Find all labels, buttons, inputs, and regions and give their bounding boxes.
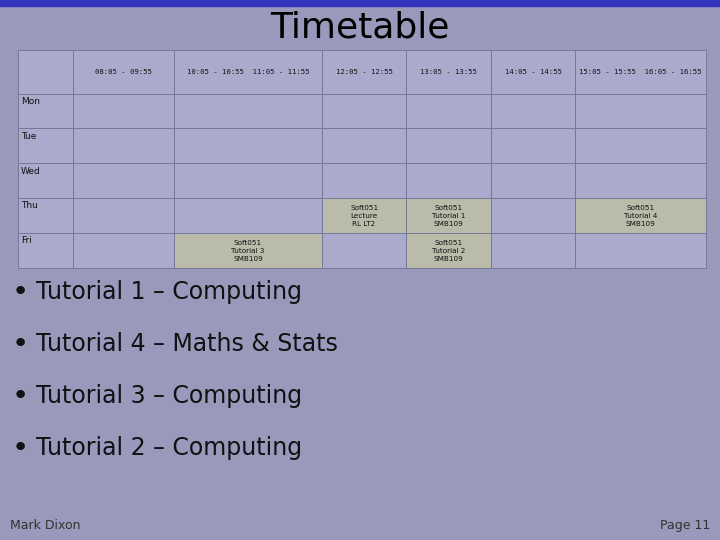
Bar (491, 198, 575, 233)
Text: •: • (12, 278, 29, 306)
Bar (174, 233, 322, 268)
Bar (322, 198, 406, 233)
Bar (174, 233, 322, 268)
Bar (174, 164, 322, 198)
Bar (575, 129, 706, 164)
Bar (18, 164, 73, 198)
Bar (575, 198, 706, 233)
Bar (322, 50, 406, 93)
Bar (73, 129, 174, 164)
Bar (174, 50, 322, 93)
Bar (575, 198, 706, 233)
Text: Wed: Wed (21, 166, 41, 176)
Text: Tutorial 1 – Computing: Tutorial 1 – Computing (36, 280, 302, 304)
Text: Soft051
Tutorial 1
SMB109: Soft051 Tutorial 1 SMB109 (432, 205, 465, 227)
Text: •: • (12, 330, 29, 358)
Bar (406, 129, 491, 164)
Bar (322, 233, 406, 268)
Bar (18, 233, 73, 268)
Bar (406, 198, 491, 233)
Text: Tutorial 4 – Maths & Stats: Tutorial 4 – Maths & Stats (36, 332, 338, 356)
Text: Mark Dixon: Mark Dixon (10, 519, 81, 532)
Text: 13:05 - 13:55: 13:05 - 13:55 (420, 69, 477, 75)
Bar (73, 50, 174, 93)
Bar (73, 233, 174, 268)
Bar (406, 198, 491, 233)
Bar (18, 50, 73, 93)
Bar (174, 129, 322, 164)
Text: •: • (12, 382, 29, 410)
Text: 12:05 - 12:55: 12:05 - 12:55 (336, 69, 392, 75)
Text: Soft051
Lecture
RL LT2: Soft051 Lecture RL LT2 (350, 205, 378, 227)
Bar (73, 198, 174, 233)
Text: Timetable: Timetable (270, 10, 450, 44)
Text: Tutorial 2 – Computing: Tutorial 2 – Computing (36, 436, 302, 460)
Bar (18, 129, 73, 164)
Bar (575, 164, 706, 198)
Bar (575, 93, 706, 129)
Bar (491, 93, 575, 129)
Bar (406, 233, 491, 268)
Text: Thu: Thu (21, 201, 38, 211)
Bar (73, 93, 174, 129)
Text: Soft051
Tutorial 4
SMB109: Soft051 Tutorial 4 SMB109 (624, 205, 657, 227)
Bar (18, 198, 73, 233)
Text: Soft051
Tutorial 2
SMB109: Soft051 Tutorial 2 SMB109 (432, 240, 465, 261)
Bar (491, 164, 575, 198)
Bar (174, 198, 322, 233)
Text: 14:05 - 14:55: 14:05 - 14:55 (505, 69, 562, 75)
Text: Soft051
Tutorial 3
SMB109: Soft051 Tutorial 3 SMB109 (231, 240, 265, 261)
Text: 10:05 - 10:55  11:05 - 11:55: 10:05 - 10:55 11:05 - 11:55 (186, 69, 310, 75)
Bar (575, 50, 706, 93)
Bar (491, 129, 575, 164)
Bar (575, 233, 706, 268)
Text: Page 11: Page 11 (660, 519, 710, 532)
Bar (406, 93, 491, 129)
Bar (322, 198, 406, 233)
Text: Mon: Mon (21, 97, 40, 106)
Bar (406, 164, 491, 198)
Text: •: • (12, 434, 29, 462)
Bar (322, 129, 406, 164)
Bar (174, 93, 322, 129)
Bar (491, 50, 575, 93)
Bar (18, 93, 73, 129)
Bar (73, 164, 174, 198)
Bar (406, 50, 491, 93)
Text: Tue: Tue (21, 132, 37, 140)
Text: 08:05 - 09:55: 08:05 - 09:55 (95, 69, 152, 75)
Text: 15:05 - 15:55  16:05 - 16:55: 15:05 - 15:55 16:05 - 16:55 (580, 69, 702, 75)
Bar (322, 93, 406, 129)
Bar (491, 233, 575, 268)
Text: Tutorial 3 – Computing: Tutorial 3 – Computing (36, 384, 302, 408)
Bar (0, 0, 720, 6)
Bar (406, 233, 491, 268)
Text: Fri: Fri (21, 237, 32, 245)
Bar (322, 164, 406, 198)
